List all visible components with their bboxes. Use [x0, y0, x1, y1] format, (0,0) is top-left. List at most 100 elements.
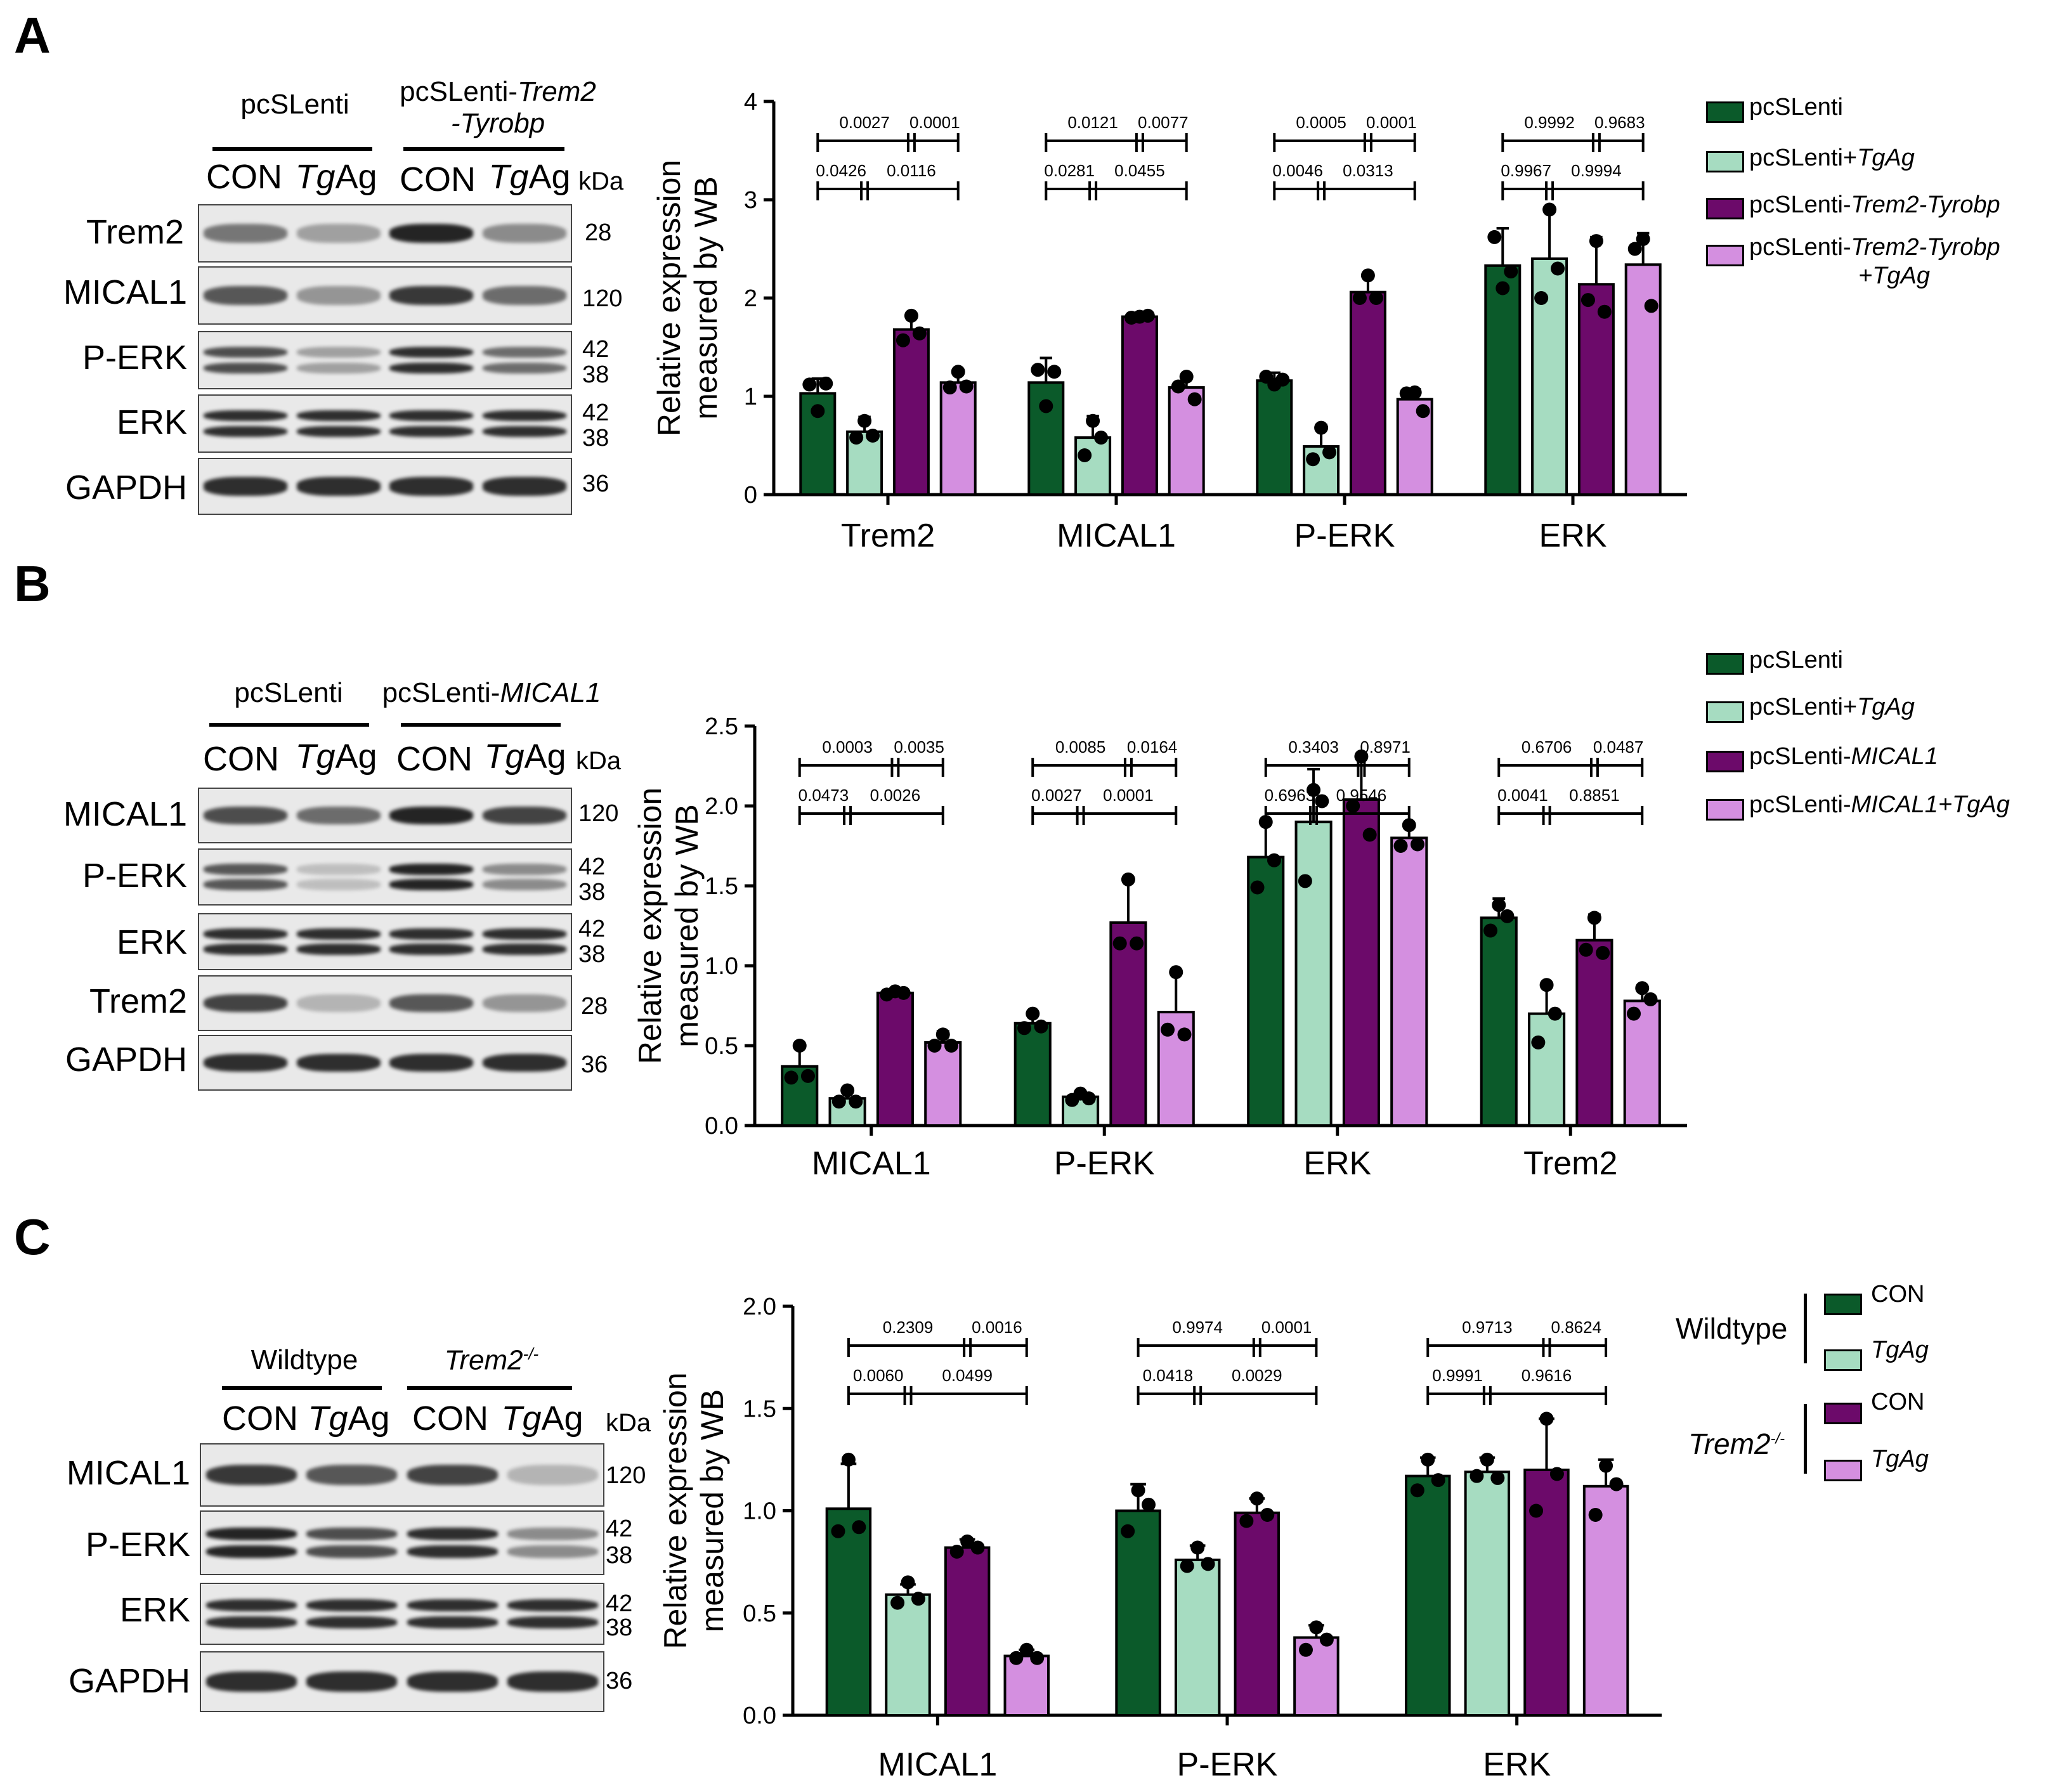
blot-band [507, 1464, 599, 1486]
data-point [1081, 1091, 1096, 1106]
protein-label: Trem2 [86, 213, 184, 251]
blot-column-label: TgAg [488, 158, 571, 196]
blot-strip [198, 266, 572, 325]
data-point [1260, 1507, 1275, 1522]
data-point [1643, 992, 1658, 1006]
data-point [1124, 311, 1138, 325]
p-value-label: 0.9616 [1522, 1366, 1572, 1385]
blot-band [296, 864, 381, 875]
blot-band [296, 477, 381, 496]
data-point [1249, 1491, 1264, 1506]
size-label: 42 [582, 399, 609, 426]
bar [924, 1041, 962, 1127]
bar [885, 1593, 931, 1717]
blot-band [389, 944, 474, 955]
size-label: 38 [606, 1542, 633, 1569]
size-label: 42 [578, 916, 606, 942]
data-point [1121, 1524, 1135, 1538]
y-tick-label: 1.5 [743, 1396, 776, 1422]
p-value-label: 0.0003 [822, 737, 873, 756]
protein-label: ERK [119, 1591, 190, 1629]
legend-swatch [1706, 653, 1744, 675]
blot-band [407, 1545, 498, 1558]
bar-chart-b: 0.0 0.5 1.0 1.5 2.0 2.5 Relative expressionmea… [632, 713, 1687, 1182]
data-point [811, 404, 825, 419]
blot-band [507, 1616, 599, 1628]
blot-band [296, 994, 381, 1013]
blot-strip [198, 458, 572, 515]
blot-band [296, 425, 381, 438]
blot-band [507, 1672, 599, 1692]
blot-band [296, 346, 381, 358]
data-point [1177, 1027, 1192, 1042]
p-value-label: 0.0313 [1343, 161, 1393, 180]
data-point [1307, 782, 1321, 797]
blot-strip [200, 1583, 604, 1645]
data-point [1483, 923, 1498, 938]
data-point [1319, 1632, 1334, 1647]
blot-strip [200, 1510, 604, 1575]
blot-band [296, 944, 381, 955]
y-tick-label: 2.0 [743, 1294, 776, 1320]
p-value-label: 0.0418 [1143, 1366, 1194, 1385]
data-point [1094, 431, 1109, 445]
blot-group-label-2: Trem2-/- [444, 1344, 539, 1376]
x-category-label: MICAL1 [812, 1145, 931, 1182]
data-point [802, 377, 817, 392]
blot-band [389, 879, 474, 890]
kda-label: kDa [576, 747, 622, 775]
blot-band [507, 1599, 599, 1612]
data-point [1548, 1006, 1562, 1021]
blot-band [204, 994, 288, 1013]
p-value-label: 0.0121 [1067, 113, 1118, 132]
p-value-label: 0.0487 [1593, 737, 1644, 756]
blot-band [389, 224, 474, 243]
legend-label: pcSLenti-Trem2-Tyrobp [1749, 192, 2000, 218]
p-value-label: 0.0085 [1055, 737, 1106, 756]
y-tick-label: 0.5 [705, 1033, 738, 1060]
blot-band [482, 806, 566, 825]
data-point [1250, 880, 1265, 895]
bar [1582, 1484, 1629, 1717]
data-point [1017, 1021, 1032, 1036]
blot-band [296, 224, 381, 243]
size-label: 120 [606, 1462, 646, 1489]
p-value-label: 0.6706 [1522, 737, 1572, 756]
bar [944, 1546, 991, 1717]
legend-swatch [1706, 198, 1744, 219]
blot-column-label: CON [412, 1399, 488, 1438]
blot-band [407, 1464, 498, 1486]
p-value-label: 0.9683 [1594, 113, 1645, 132]
data-point [1298, 1642, 1313, 1657]
data-point [1180, 1559, 1194, 1573]
blot-band [306, 1599, 398, 1612]
legend-swatch [1824, 1294, 1862, 1315]
size-label: 42 [582, 336, 609, 363]
data-point [1239, 1514, 1254, 1528]
size-label: 28 [585, 219, 612, 246]
bar [1575, 938, 1613, 1127]
p-value-label: 0.0016 [972, 1318, 1022, 1337]
data-point [1047, 365, 1062, 379]
data-point [1588, 1507, 1603, 1522]
bar [1247, 855, 1285, 1127]
size-label: 120 [582, 285, 623, 312]
blot-band [482, 879, 566, 890]
data-point [1346, 799, 1360, 813]
data-point [1410, 837, 1424, 852]
blot-column-label: TgAg [308, 1399, 390, 1438]
x-category-label: Trem2 [841, 517, 935, 554]
protein-label: GAPDH [65, 1041, 187, 1079]
data-point [1031, 363, 1045, 377]
legend-label: pcSLenti-Trem2-Tyrobp [1749, 234, 2000, 261]
y-tick-label: 1.0 [743, 1498, 776, 1525]
bar [1109, 921, 1147, 1127]
y-axis-label-line: Relative expression [632, 788, 668, 1064]
data-point [1399, 386, 1414, 401]
blot-band [482, 224, 566, 243]
data-point [1315, 794, 1329, 808]
blot-band [482, 286, 566, 305]
blot-group-label-1: pcSLenti [240, 89, 349, 120]
data-point [1275, 372, 1290, 387]
blot-column-label: CON [222, 1399, 298, 1438]
